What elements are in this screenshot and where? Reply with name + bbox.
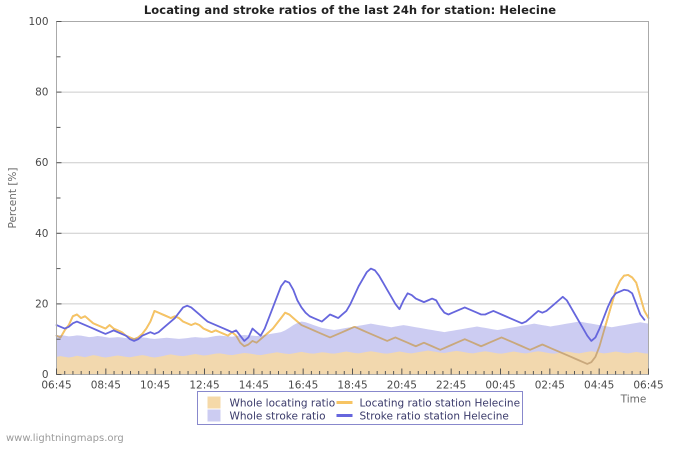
legend-label: Locating ratio station Helecine bbox=[360, 398, 521, 410]
legend-label: Stroke ratio station Helecine bbox=[360, 411, 509, 423]
svg-text:20: 20 bbox=[35, 298, 48, 310]
x-axis-ticks: 06:45 08:45 10:45 12:45 14:45 16:45 18:45 20:45… bbox=[41, 368, 664, 392]
svg-text:40: 40 bbox=[35, 228, 48, 240]
svg-text:18:45: 18:45 bbox=[337, 380, 367, 392]
watermark: www.lightningmaps.org bbox=[6, 433, 124, 444]
y-axis-ticks: 0 20 40 60 80 100 bbox=[28, 16, 62, 381]
line-series-layer bbox=[55, 267, 650, 365]
x-axis-title: Time bbox=[620, 394, 647, 406]
y-axis-title: Percent [%] bbox=[7, 167, 19, 228]
svg-text:22:45: 22:45 bbox=[436, 380, 466, 392]
svg-text:10:45: 10:45 bbox=[140, 380, 170, 392]
svg-text:100: 100 bbox=[28, 16, 48, 28]
svg-text:0: 0 bbox=[42, 369, 49, 381]
svg-text:16:45: 16:45 bbox=[288, 380, 318, 392]
svg-text:14:45: 14:45 bbox=[239, 380, 269, 392]
chart-title: Locating and stroke ratios of the last 2… bbox=[143, 3, 557, 17]
svg-text:20:45: 20:45 bbox=[387, 380, 417, 392]
legend-label: Whole stroke ratio bbox=[230, 411, 326, 423]
svg-text:00:45: 00:45 bbox=[485, 380, 515, 392]
svg-text:06:45: 06:45 bbox=[41, 380, 71, 392]
svg-text:08:45: 08:45 bbox=[91, 380, 121, 392]
svg-text:04:45: 04:45 bbox=[584, 380, 614, 392]
svg-text:80: 80 bbox=[35, 87, 48, 99]
svg-text:06:45: 06:45 bbox=[633, 380, 663, 392]
svg-text:Time: Time bbox=[620, 394, 647, 406]
svg-text:Percent [%]: Percent [%] bbox=[7, 167, 19, 228]
svg-text:02:45: 02:45 bbox=[535, 380, 565, 392]
svg-text:60: 60 bbox=[35, 157, 48, 169]
svg-text:12:45: 12:45 bbox=[189, 380, 219, 392]
legend-label: Whole locating ratio bbox=[230, 398, 336, 410]
grid-lines bbox=[56, 21, 649, 375]
